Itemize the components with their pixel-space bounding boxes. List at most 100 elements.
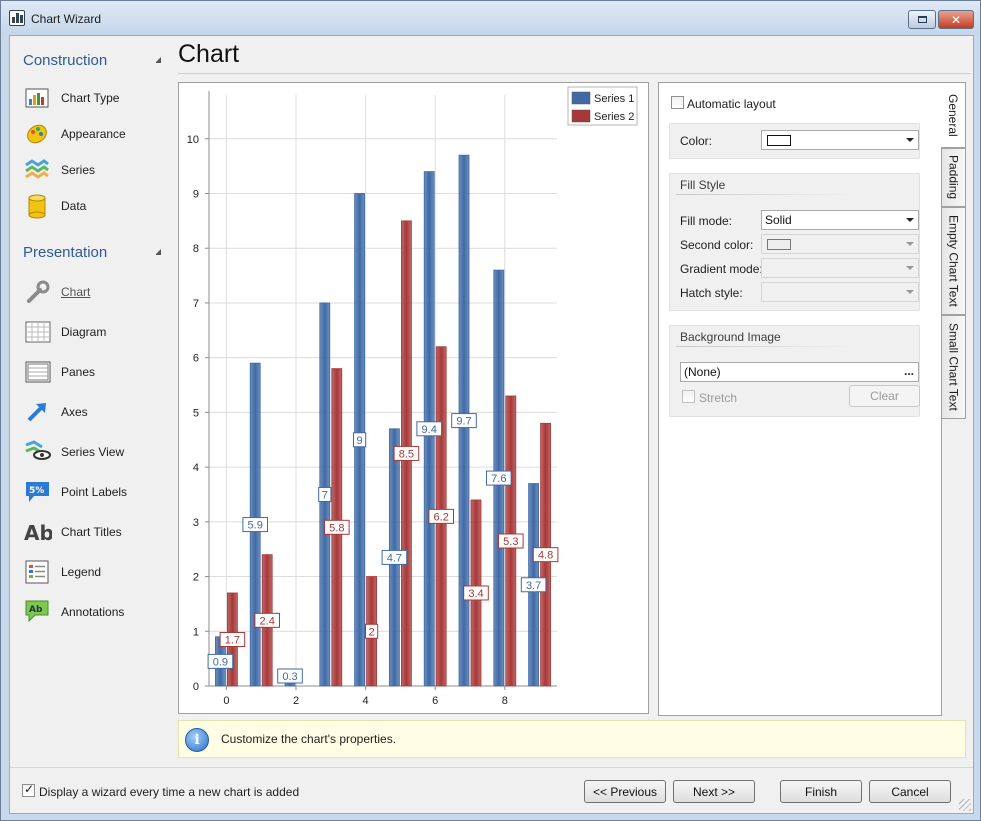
- chart-titles-icon: Ab: [24, 519, 54, 545]
- nav-item-label: Series View: [61, 445, 125, 459]
- nav-item-label: Chart: [61, 285, 91, 299]
- point-label-box: [393, 445, 420, 461]
- info-text: Customize the chart's properties.: [221, 732, 397, 746]
- automatic-layout-checkbox[interactable]: [671, 96, 684, 109]
- nav-group-construction[interactable]: Construction: [23, 52, 108, 69]
- hatch-style-combo[interactable]: [761, 282, 919, 302]
- wizard-navigation: Construction Chart Type Appearance Serie…: [10, 36, 168, 766]
- y-tick-label: 2: [193, 572, 199, 584]
- fill-mode-value: Solid: [765, 213, 792, 227]
- tab-padding[interactable]: Padding: [942, 148, 966, 207]
- chevron-down-icon: [906, 266, 914, 270]
- title-separator: [178, 73, 971, 74]
- point-label-box: [463, 585, 489, 601]
- point-label: 0.3: [282, 671, 297, 683]
- point-label-box: [277, 668, 303, 684]
- fill-style-title: Fill Style: [680, 178, 726, 192]
- background-image-value: (None): [684, 365, 721, 379]
- point-label: 1.7: [225, 634, 240, 646]
- chart-preview[interactable]: 0 1 2 3 4 5 6 7 8 9 10 0 2 4 6 8 0.9 5.9 0.3 7 9 4.7 9.4 9.7 7.6…: [178, 82, 649, 714]
- nav-item-series[interactable]: Series: [24, 155, 159, 185]
- stretch-checkbox[interactable]: [682, 390, 695, 403]
- group-divider: [676, 194, 856, 195]
- nav-item-label: Diagram: [61, 325, 107, 339]
- browse-button[interactable]: ...: [903, 364, 914, 378]
- nav-item-annotations[interactable]: Ab Annotations: [24, 597, 159, 627]
- point-label: 8.5: [399, 448, 414, 460]
- legend-swatch: [571, 91, 591, 105]
- nav-item-label: Legend: [61, 565, 102, 579]
- window-title: Chart Wizard: [31, 12, 102, 26]
- y-tick-label: 1: [193, 626, 199, 638]
- nav-item-chart[interactable]: Chart: [24, 277, 159, 307]
- point-label: 6.2: [434, 511, 449, 523]
- nav-item-label: Chart Type: [61, 91, 120, 105]
- gradient-mode-combo[interactable]: [761, 258, 919, 278]
- point-label-box: [451, 413, 477, 429]
- footer-separator: [10, 767, 973, 768]
- point-label-box: [532, 547, 559, 563]
- fill-mode-combo[interactable]: Solid: [761, 210, 919, 230]
- nav-item-diagram[interactable]: Diagram: [24, 317, 159, 347]
- restore-button[interactable]: [908, 10, 936, 29]
- point-label: 9.4: [422, 424, 437, 436]
- next-button[interactable]: Next >>: [673, 780, 755, 803]
- color-combo[interactable]: [761, 130, 919, 150]
- nav-item-label: Panes: [61, 365, 96, 379]
- tab-empty-chart-text[interactable]: Empty Chart Text: [942, 207, 966, 315]
- y-tick-label: 5: [193, 407, 199, 419]
- nav-item-legend[interactable]: Legend: [24, 557, 159, 587]
- group-divider: [676, 346, 856, 347]
- svg-text:5%: 5%: [29, 486, 44, 496]
- second-color-label: Second color:: [680, 238, 754, 252]
- tab-label: Padding: [946, 155, 961, 200]
- background-image-field[interactable]: (None) ...: [680, 362, 919, 382]
- axes-icon: [24, 399, 52, 425]
- y-tick-label: 10: [187, 134, 199, 146]
- show-wizard-label: Display a wizard every time a new chart …: [39, 785, 300, 799]
- nav-item-axes[interactable]: Axes: [24, 397, 159, 427]
- collapse-presentation-icon[interactable]: [155, 249, 161, 255]
- nav-item-appearance[interactable]: Appearance: [24, 119, 159, 149]
- nav-item-point-labels[interactable]: 5% Point Labels: [24, 477, 159, 507]
- collapse-construction-icon[interactable]: [155, 57, 161, 63]
- chart-wrench-icon: [24, 279, 52, 305]
- nav-item-data[interactable]: Data: [24, 191, 159, 221]
- point-label: 2: [369, 626, 375, 638]
- x-tick-label: 4: [363, 695, 369, 707]
- nav-item-chart-type[interactable]: Chart Type: [24, 83, 159, 113]
- resize-grip-icon[interactable]: [959, 799, 971, 811]
- chevron-down-icon: [906, 290, 914, 294]
- nav-item-series-view[interactable]: Series View: [24, 437, 159, 467]
- point-label-box: [381, 549, 408, 565]
- fill-mode-label: Fill mode:: [680, 214, 733, 228]
- color-label: Color:: [680, 134, 713, 148]
- chart-svg: 0 1 2 3 4 5 6 7 8 9 10 0 2 4 6 8 0.9 5.9 0.3 7 9 4.7 9.4 9.7 7.6…: [187, 86, 638, 707]
- y-tick-label: 3: [193, 517, 199, 529]
- y-tick-label: 9: [193, 189, 199, 201]
- properties-tabs: General Padding Empty Chart Text Small C…: [941, 82, 966, 422]
- tab-small-chart-text[interactable]: Small Chart Text: [942, 315, 966, 419]
- point-label-box: [365, 623, 379, 639]
- close-button[interactable]: ✕: [938, 10, 974, 29]
- svg-text:Ab: Ab: [29, 605, 43, 615]
- nav-item-chart-titles[interactable]: Ab Chart Titles: [24, 517, 159, 547]
- restore-icon: [917, 16, 927, 23]
- title-bar[interactable]: Chart Wizard ✕: [1, 1, 980, 35]
- point-label: 4.7: [387, 552, 402, 564]
- tab-general[interactable]: General: [941, 82, 966, 148]
- tab-label: Small Chart Text: [946, 323, 961, 411]
- nav-item-label: Appearance: [61, 127, 126, 141]
- nav-item-panes[interactable]: Panes: [24, 357, 159, 387]
- point-label-box: [428, 508, 454, 524]
- chart-wizard-app-icon: [9, 10, 25, 26]
- svg-text:Ab: Ab: [24, 521, 52, 545]
- second-color-combo[interactable]: [761, 234, 919, 254]
- nav-group-presentation[interactable]: Presentation: [23, 244, 108, 261]
- clear-button[interactable]: Clear: [849, 385, 920, 407]
- finish-button[interactable]: Finish: [780, 780, 862, 803]
- cancel-button[interactable]: Cancel: [869, 780, 951, 803]
- previous-button[interactable]: << Previous: [584, 780, 666, 803]
- show-wizard-checkbox[interactable]: [22, 782, 35, 797]
- point-label: 7.6: [491, 473, 506, 485]
